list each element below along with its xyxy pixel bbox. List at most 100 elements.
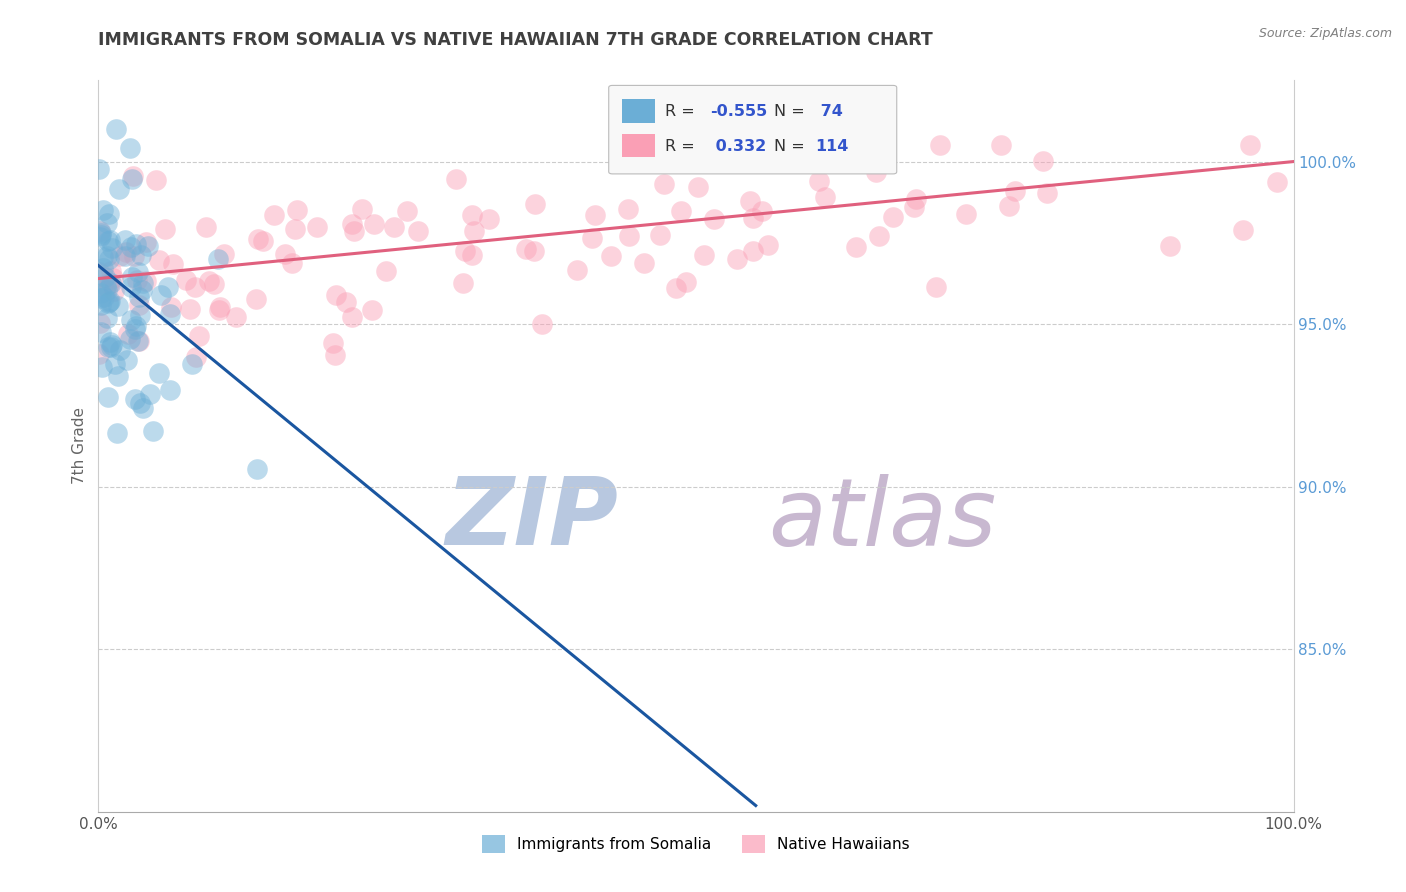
Point xyxy=(738,194,761,209)
Y-axis label: 7th Grade: 7th Grade xyxy=(72,408,87,484)
Point xyxy=(530,317,553,331)
Point xyxy=(91,360,114,375)
Point xyxy=(633,256,655,270)
Point xyxy=(108,343,131,357)
Point xyxy=(110,249,132,263)
Point xyxy=(197,274,219,288)
Point xyxy=(127,334,149,348)
Point xyxy=(180,358,202,372)
Point xyxy=(114,249,136,263)
Bar xyxy=(621,134,655,157)
Point xyxy=(361,303,384,318)
Point xyxy=(90,227,112,242)
Point xyxy=(990,138,1012,153)
Point xyxy=(751,204,773,219)
Point xyxy=(134,274,156,288)
Point xyxy=(925,280,948,294)
Point xyxy=(87,161,110,176)
Point xyxy=(322,336,344,351)
Point xyxy=(159,307,181,321)
Point xyxy=(162,257,184,271)
Point xyxy=(136,239,159,253)
Point xyxy=(669,203,692,218)
Point xyxy=(124,322,146,336)
Point xyxy=(93,285,115,299)
Point xyxy=(96,249,118,263)
Point xyxy=(325,288,347,302)
Point xyxy=(904,192,927,206)
Point xyxy=(121,269,143,284)
Point xyxy=(273,247,295,261)
Point xyxy=(100,340,122,354)
Point xyxy=(120,312,142,326)
Point xyxy=(120,240,142,254)
Point xyxy=(844,138,866,153)
Point xyxy=(124,249,146,263)
Point xyxy=(101,241,124,255)
Point xyxy=(179,302,201,317)
Point xyxy=(617,202,640,217)
Point xyxy=(93,202,115,217)
Point xyxy=(129,248,152,262)
Point xyxy=(96,311,118,326)
Point xyxy=(742,211,765,225)
Point xyxy=(675,275,697,289)
Point xyxy=(523,244,546,259)
Point xyxy=(98,252,121,266)
Point xyxy=(882,210,904,224)
Point xyxy=(350,202,373,216)
Point xyxy=(208,303,231,318)
Point xyxy=(335,294,357,309)
Point xyxy=(1036,186,1059,200)
Point xyxy=(814,189,837,203)
Text: 114: 114 xyxy=(815,138,849,153)
Point xyxy=(463,224,485,238)
Point xyxy=(478,211,501,226)
Point xyxy=(128,308,150,322)
Point xyxy=(460,208,482,222)
Point xyxy=(107,369,129,384)
Point xyxy=(96,283,118,297)
Text: ZIP: ZIP xyxy=(446,473,619,566)
Point xyxy=(998,199,1021,213)
Point xyxy=(142,425,165,439)
Point xyxy=(104,358,127,372)
Point xyxy=(121,171,143,186)
Point xyxy=(284,222,307,236)
Point xyxy=(454,244,477,258)
Point xyxy=(105,426,128,441)
Point xyxy=(107,299,129,313)
Text: 74: 74 xyxy=(815,103,844,119)
Point xyxy=(97,235,120,249)
Point xyxy=(114,233,136,247)
Point xyxy=(444,171,467,186)
Point xyxy=(212,247,235,261)
Point xyxy=(204,277,226,292)
Point xyxy=(90,325,112,339)
Point xyxy=(124,392,146,407)
Point xyxy=(117,326,139,341)
Point xyxy=(1232,222,1254,236)
Point xyxy=(122,169,145,183)
Point xyxy=(523,197,546,211)
Point xyxy=(727,138,749,153)
Point xyxy=(581,231,603,245)
Point xyxy=(96,216,118,230)
Point xyxy=(90,291,112,305)
Point xyxy=(1265,175,1288,189)
Point xyxy=(363,218,385,232)
Point xyxy=(90,227,112,241)
Point xyxy=(97,207,120,221)
Point xyxy=(128,298,150,312)
Point xyxy=(118,141,141,155)
Text: IMMIGRANTS FROM SOMALIA VS NATIVE HAWAIIAN 7TH GRADE CORRELATION CHART: IMMIGRANTS FROM SOMALIA VS NATIVE HAWAII… xyxy=(98,31,934,49)
Point xyxy=(652,177,675,191)
Point xyxy=(127,265,149,279)
Point xyxy=(285,203,308,218)
FancyBboxPatch shape xyxy=(609,86,897,174)
Point xyxy=(307,219,329,234)
Point xyxy=(155,221,177,235)
Point xyxy=(184,280,207,294)
Point xyxy=(928,138,950,153)
Text: R =: R = xyxy=(665,103,700,119)
